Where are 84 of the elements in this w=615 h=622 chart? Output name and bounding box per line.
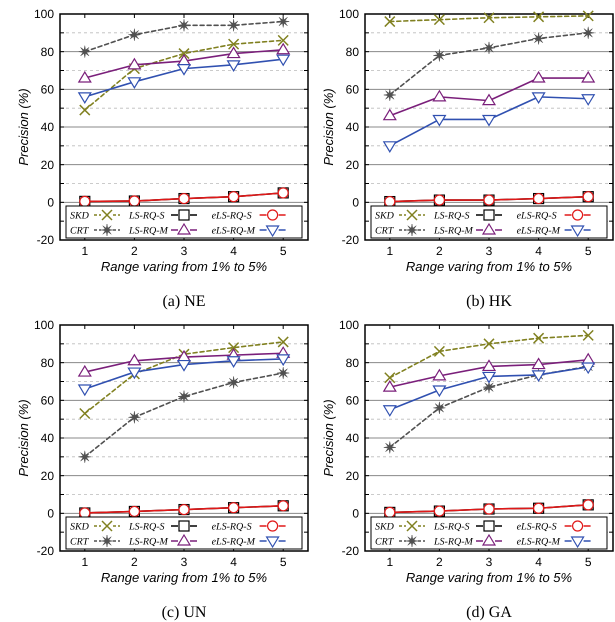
- legend-label: LS-RQ-S: [128, 522, 165, 532]
- y-tick-label: 40: [346, 431, 360, 446]
- y-tick-label: 100: [338, 7, 360, 22]
- x-tick-label: 1: [81, 555, 88, 569]
- y-tick-label: 80: [346, 44, 360, 59]
- x-tick-label: 4: [535, 244, 542, 258]
- legend-label: CRT: [70, 226, 90, 236]
- x-axis-title: Range varing from 1% to 5%: [100, 259, 268, 274]
- y-tick-label: -20: [36, 544, 54, 558]
- y-axis-title: Precision (%): [16, 399, 31, 477]
- legend-label: LS-RQ-S: [433, 210, 470, 222]
- legend-label: SKD: [70, 210, 90, 222]
- x-tick-label: 3: [180, 555, 188, 569]
- x-tick-label: 2: [436, 244, 444, 258]
- legend-label: CRT: [375, 226, 395, 236]
- legend-label: CRT: [375, 536, 395, 548]
- text: (b) HK: [466, 293, 512, 310]
- x-tick-label: 4: [230, 244, 238, 258]
- legend-label: eLS-RQ-S: [516, 522, 557, 532]
- x-axis-title: Range varing from 1% to 5%: [406, 570, 572, 585]
- legend-label: SKD: [375, 210, 395, 222]
- y-tick-label: 0: [352, 506, 360, 521]
- x-tick-label: 4: [230, 555, 238, 569]
- x-tick-label: 2: [436, 555, 444, 569]
- legend-label: eLS-RQ-M: [212, 226, 256, 236]
- y-tick-label: 60: [346, 394, 360, 408]
- y-tick-label: 40: [40, 120, 54, 134]
- legend-label: SKD: [375, 522, 395, 532]
- legend-label: SKD: [70, 522, 90, 532]
- x-axis-title: Range varing from 1% to 5%: [406, 259, 572, 274]
- x-tick-label: 3: [180, 244, 188, 258]
- x-tick-label: 2: [131, 555, 138, 569]
- y-tick-label: 40: [40, 431, 54, 446]
- legend-label: eLS-RQ-M: [516, 226, 561, 236]
- y-tick-label: -20: [36, 233, 54, 248]
- legend-label: LS-RQ-M: [433, 226, 474, 236]
- legend-label: LS-RQ-M: [433, 536, 474, 548]
- x-tick-label: 5: [584, 244, 592, 258]
- y-tick-label: 0: [47, 506, 54, 521]
- legend-label: eLS-RQ-M: [516, 536, 561, 548]
- text: (d) GA: [466, 604, 512, 621]
- x-tick-label: 5: [280, 555, 287, 569]
- x-tick-label: 1: [386, 555, 394, 569]
- y-tick-label: 80: [346, 356, 360, 370]
- y-axis-title: Precision (%): [321, 399, 336, 477]
- y-tick-label: 100: [34, 7, 54, 22]
- legend-label: eLS-RQ-S: [212, 522, 252, 532]
- legend-label: CRT: [70, 536, 90, 548]
- y-tick-label: 60: [40, 394, 54, 408]
- y-tick-label: 60: [346, 82, 360, 97]
- y-tick-label: 20: [40, 468, 54, 483]
- x-tick-label: 3: [486, 244, 493, 258]
- y-axis-title: Precision (%): [16, 88, 31, 166]
- y-tick-label: 100: [34, 318, 54, 332]
- x-axis-title: Range varing from 1% to 5%: [100, 570, 268, 585]
- x-tick-label: 1: [81, 244, 88, 258]
- y-tick-label: -20: [342, 233, 360, 248]
- x-tick-label: 1: [386, 244, 394, 258]
- x-tick-label: 5: [584, 555, 592, 569]
- y-tick-label: 0: [47, 196, 54, 210]
- x-tick-label: 5: [280, 244, 287, 258]
- legend-label: eLS-RQ-S: [516, 210, 557, 222]
- legend-label: eLS-RQ-S: [212, 210, 252, 222]
- y-tick-label: 20: [40, 158, 54, 172]
- x-tick-label: 2: [131, 244, 138, 258]
- text: (c) UN: [162, 604, 207, 621]
- text: (a) NE: [162, 293, 206, 310]
- y-tick-label: 60: [40, 82, 54, 97]
- x-tick-label: 4: [535, 555, 542, 569]
- y-tick-label: -20: [342, 544, 360, 558]
- legend-label: LS-RQ-M: [128, 536, 169, 548]
- x-tick-label: 3: [486, 555, 493, 569]
- y-tick-label: 40: [346, 120, 360, 134]
- legend-label: LS-RQ-S: [128, 210, 165, 222]
- y-tick-label: 80: [40, 356, 54, 370]
- legend-label: LS-RQ-M: [128, 226, 169, 236]
- y-tick-label: 20: [346, 158, 360, 172]
- y-tick-label: 80: [40, 44, 54, 59]
- y-tick-label: 100: [338, 318, 360, 332]
- legend-label: LS-RQ-S: [433, 522, 470, 532]
- y-axis-title: Precision (%): [321, 88, 336, 166]
- legend-label: eLS-RQ-M: [212, 536, 256, 548]
- y-tick-label: 20: [346, 468, 360, 483]
- y-tick-label: 0: [352, 196, 360, 210]
